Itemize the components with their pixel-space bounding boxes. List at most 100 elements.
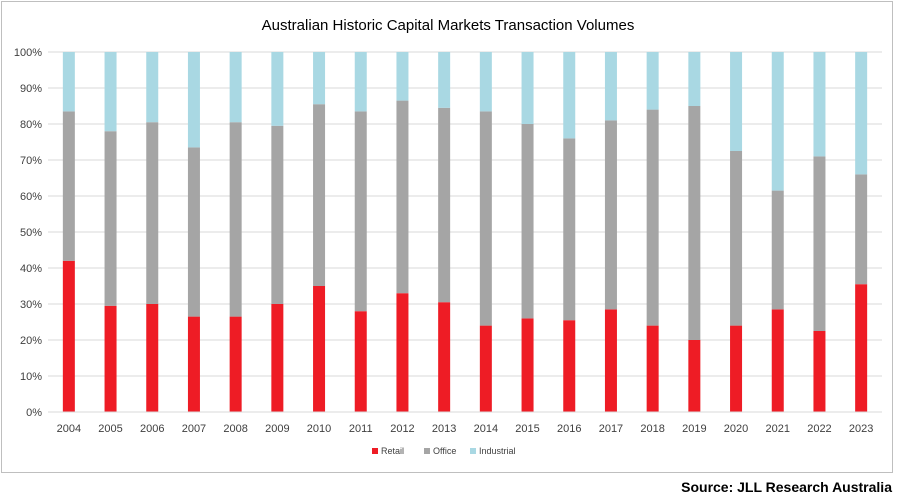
legend: Retail Office Industrial: [372, 446, 516, 456]
bar-industrial-2005: [104, 52, 117, 132]
legend-label-office: Office: [433, 446, 456, 456]
x-tick-label: 2004: [57, 423, 81, 435]
bar-retail-2021: [771, 309, 784, 412]
bar-office-2005: [104, 131, 117, 306]
x-tick-label: 2011: [349, 423, 373, 435]
x-tick-label: 2013: [432, 423, 456, 435]
bar-industrial-2016: [563, 52, 576, 139]
bar-office-2009: [271, 125, 284, 304]
bar-industrial-2022: [813, 52, 826, 157]
bar-industrial-2013: [438, 52, 451, 108]
y-tick-label: 90%: [20, 83, 42, 95]
y-axis: 0% 10% 20% 30% 40% 50% 60% 70% 80% 90% 100%: [14, 47, 42, 419]
y-tick-label: 40%: [20, 263, 42, 275]
bar-industrial-2014: [479, 52, 492, 112]
x-tick-label: 2012: [390, 423, 414, 435]
bar-industrial-2020: [730, 52, 743, 151]
bar-retail-2008: [229, 316, 242, 412]
bar-industrial-2015: [521, 52, 534, 124]
x-tick-label: 2016: [557, 423, 581, 435]
bar-industrial-2021: [771, 52, 784, 191]
x-tick-label: 2018: [640, 423, 664, 435]
x-tick-label: 2005: [98, 423, 122, 435]
bar-office-2019: [688, 106, 701, 340]
x-tick-label: 2021: [766, 423, 790, 435]
bar-industrial-2011: [354, 52, 367, 112]
bar-office-2014: [479, 111, 492, 326]
bar-office-2004: [62, 111, 75, 261]
x-axis: 2004 2005 2006 2007 2008 2009 2010 2011 2012 2013…: [48, 411, 882, 435]
bar-industrial-2012: [396, 52, 409, 101]
bar-office-2020: [730, 151, 743, 326]
bar-office-2018: [646, 109, 659, 326]
x-tick-label: 2023: [849, 423, 873, 435]
x-tick-label: 2020: [724, 423, 748, 435]
source-note: Source: JLL Research Australia: [681, 479, 892, 495]
bar-retail-2018: [646, 325, 659, 412]
y-tick-label: 70%: [20, 155, 42, 167]
legend-swatch-office: [424, 448, 430, 454]
bar-office-2022: [813, 156, 826, 331]
bar-retail-2015: [521, 318, 534, 412]
bar-retail-2011: [354, 311, 367, 412]
bar-office-2021: [771, 190, 784, 310]
bar-industrial-2007: [187, 52, 200, 148]
x-tick-label: 2008: [223, 423, 247, 435]
y-tick-label: 10%: [20, 371, 42, 383]
y-tick-label: 0%: [26, 407, 42, 419]
y-tick-label: 100%: [14, 47, 42, 59]
bar-office-2013: [438, 107, 451, 303]
bar-retail-2005: [104, 305, 117, 412]
x-tick-label: 2014: [474, 423, 498, 435]
bar-industrial-2009: [271, 52, 284, 126]
legend-label-retail: Retail: [381, 446, 404, 456]
bar-retail-2023: [855, 284, 868, 412]
bar-retail-2004: [62, 260, 75, 412]
bar-industrial-2004: [62, 52, 75, 112]
x-tick-label: 2006: [140, 423, 164, 435]
bar-office-2011: [354, 111, 367, 312]
bar-office-2016: [563, 138, 576, 321]
x-tick-label: 2010: [307, 423, 331, 435]
bar-retail-2019: [688, 340, 701, 412]
bar-retail-2014: [479, 325, 492, 412]
bar-retail-2020: [730, 325, 743, 412]
bar-industrial-2006: [146, 52, 159, 123]
bar-retail-2022: [813, 331, 826, 412]
bar-office-2006: [146, 122, 159, 304]
legend-label-industrial: Industrial: [479, 446, 516, 456]
bar-office-2017: [604, 120, 617, 310]
bar-industrial-2018: [646, 52, 659, 110]
x-tick-label: 2015: [515, 423, 539, 435]
bar-retail-2012: [396, 293, 409, 412]
bar-retail-2017: [604, 309, 617, 412]
bar-office-2008: [229, 122, 242, 317]
bars: [62, 52, 868, 412]
y-tick-label: 50%: [20, 227, 42, 239]
legend-swatch-retail: [372, 448, 378, 454]
x-tick-label: 2017: [599, 423, 623, 435]
bar-industrial-2017: [604, 52, 617, 121]
bar-retail-2010: [313, 286, 326, 412]
bar-industrial-2019: [688, 52, 701, 106]
x-tick-label: 2022: [807, 423, 831, 435]
bar-industrial-2008: [229, 52, 242, 123]
stacked-bar-chart: Australian Historic Capital Markets Tran…: [14, 17, 882, 456]
bar-retail-2006: [146, 304, 159, 412]
bar-retail-2013: [438, 302, 451, 412]
bar-office-2015: [521, 124, 534, 319]
x-tick-label: 2007: [182, 423, 206, 435]
y-tick-label: 60%: [20, 191, 42, 203]
legend-swatch-industrial: [470, 448, 476, 454]
bar-office-2007: [187, 147, 200, 317]
bar-retail-2016: [563, 320, 576, 412]
bar-retail-2007: [187, 316, 200, 412]
y-tick-label: 20%: [20, 335, 42, 347]
bar-industrial-2023: [855, 52, 868, 175]
chart-title: Australian Historic Capital Markets Tran…: [262, 17, 635, 34]
gridlines: [48, 51, 882, 413]
x-tick-label: 2009: [265, 423, 289, 435]
y-tick-label: 30%: [20, 299, 42, 311]
x-tick-label: 2019: [682, 423, 706, 435]
bar-office-2012: [396, 100, 409, 294]
